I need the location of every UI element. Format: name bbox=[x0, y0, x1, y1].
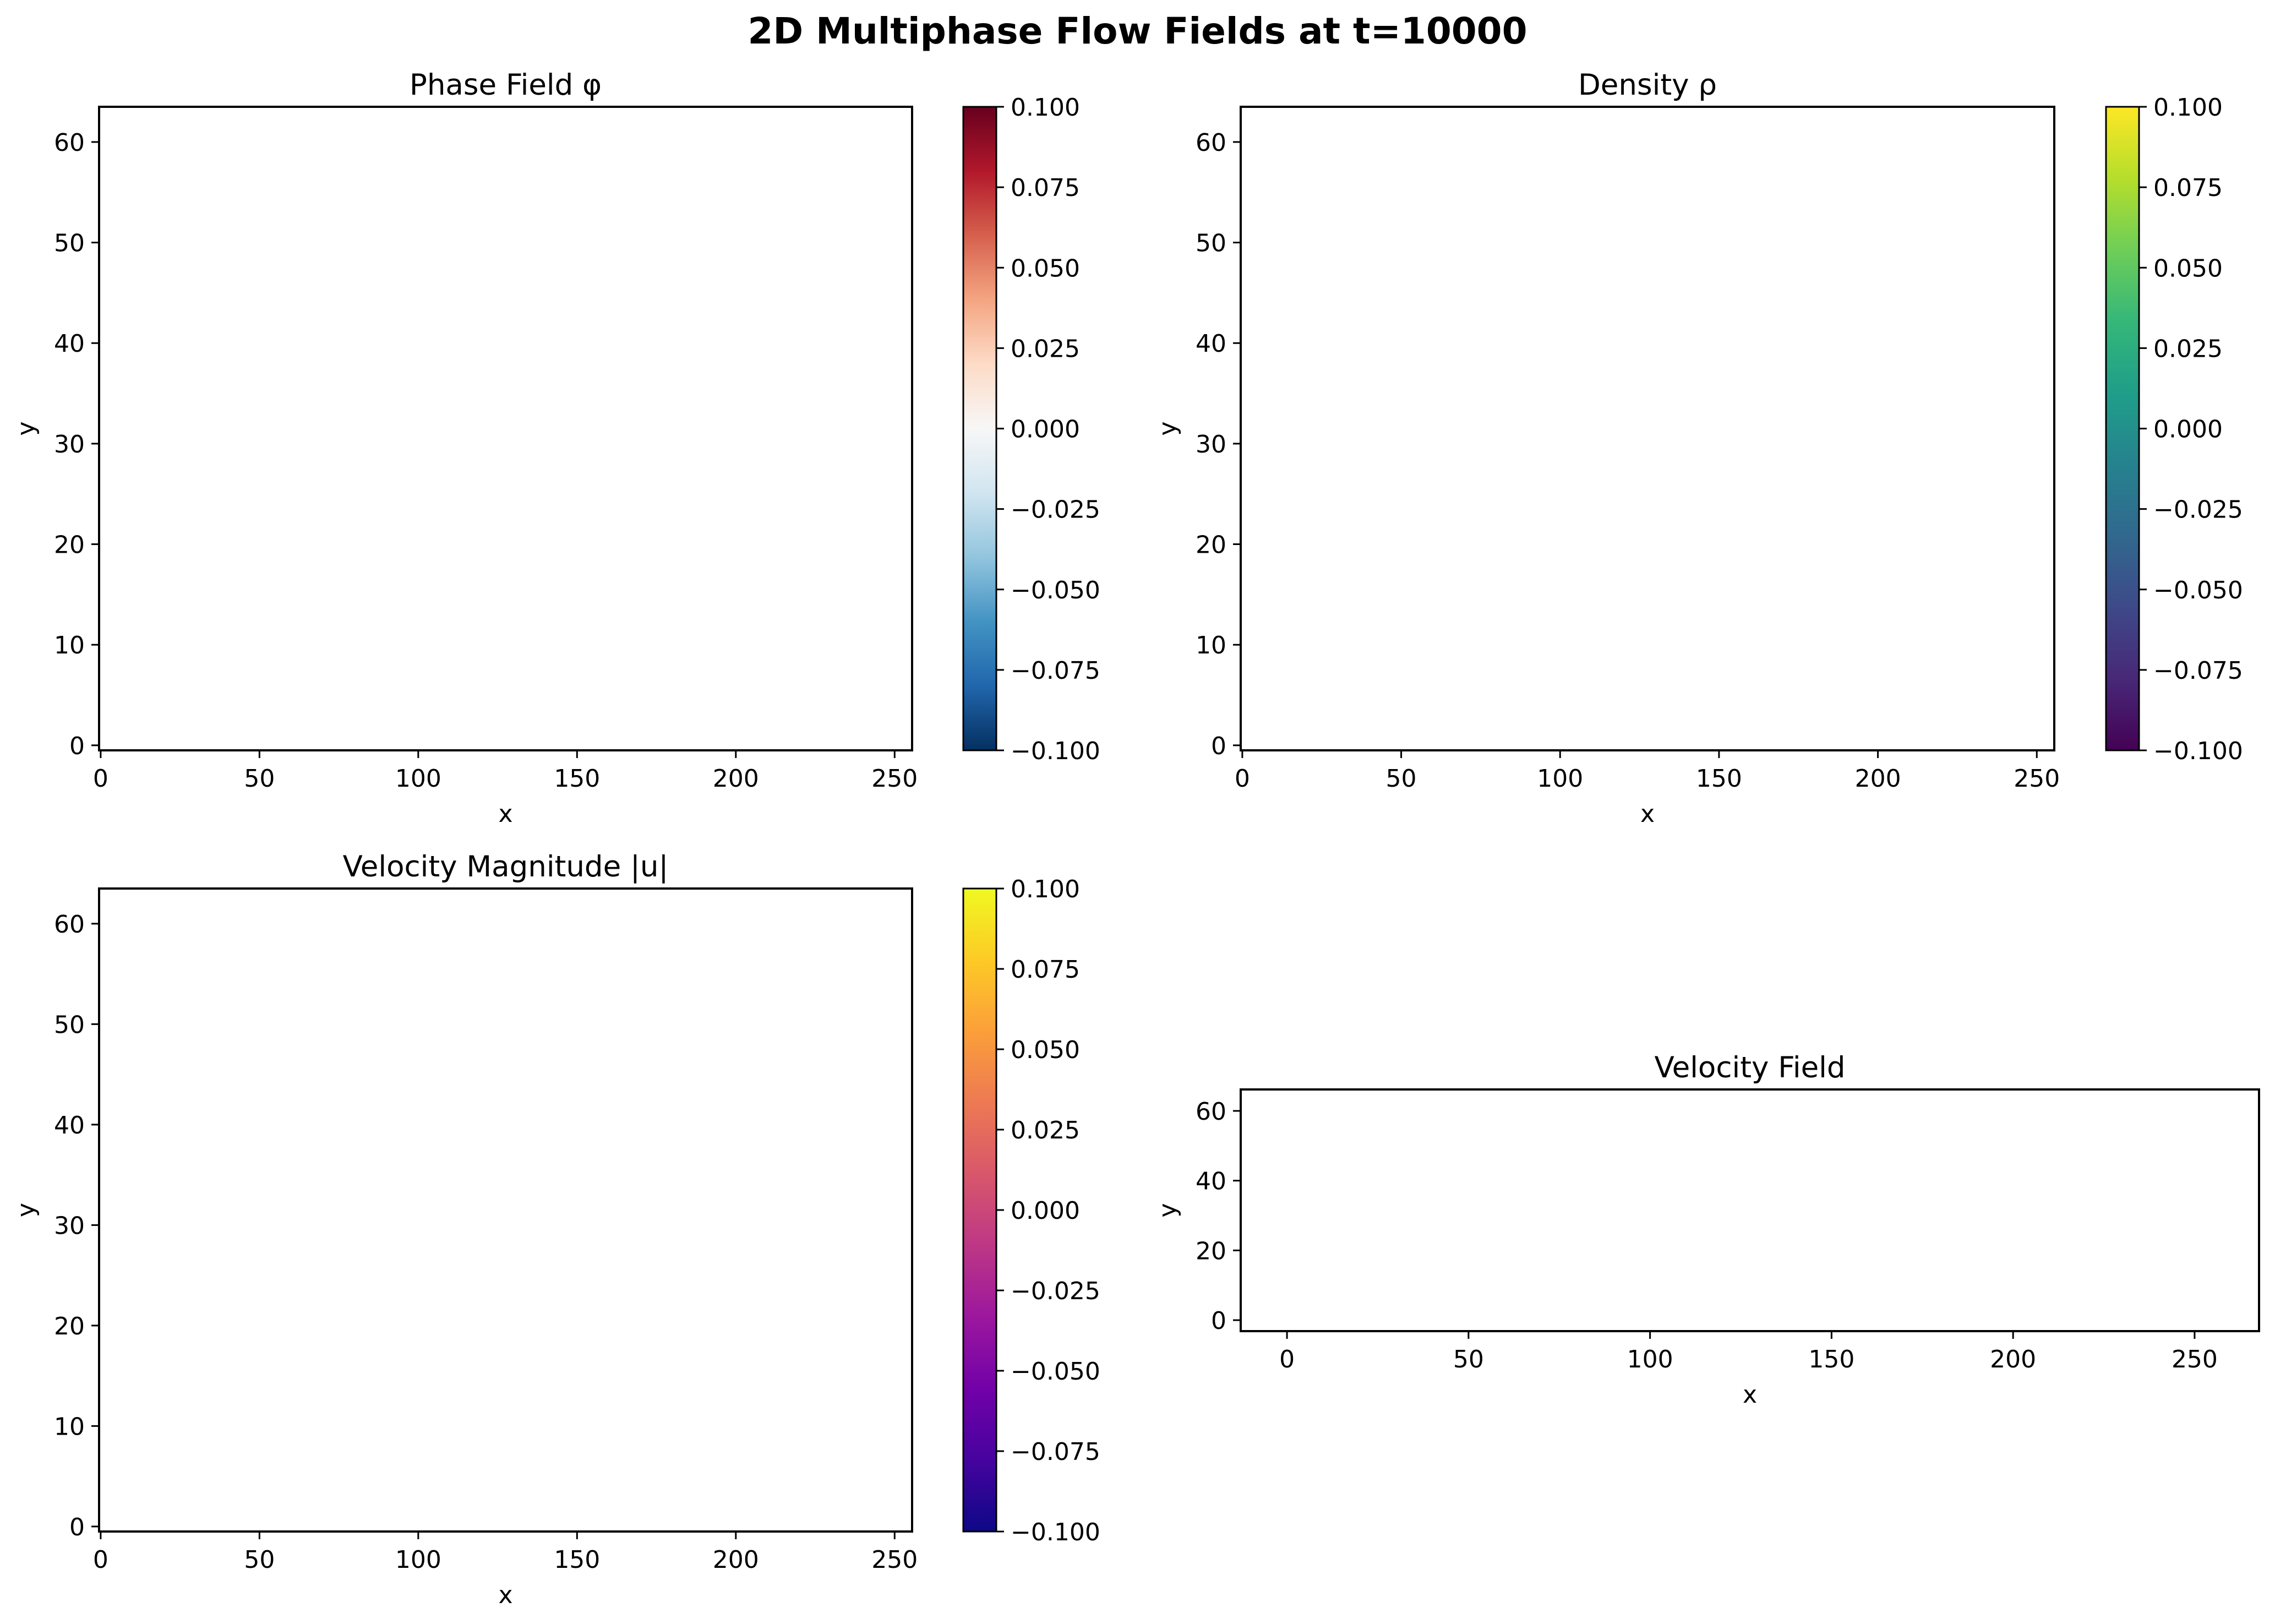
panel-1-colorbar-tick-label: 0.050 bbox=[1011, 254, 1080, 282]
panel-3-colorbar-tick-label: −0.050 bbox=[1011, 1358, 1100, 1386]
panel-2-colorbar bbox=[2105, 106, 2140, 751]
panel-3-colorbar-tick-label: 0.000 bbox=[1011, 1197, 1080, 1225]
panel-1-colorbar bbox=[962, 106, 997, 751]
panel-1-y-tick-label: 60 bbox=[54, 129, 85, 157]
panel-2-colorbar-tick-label: 0.000 bbox=[2153, 416, 2223, 444]
panel-2-colorbar-tick-label: −0.025 bbox=[2153, 496, 2243, 524]
panel-3-y-axis-label: y bbox=[12, 1203, 40, 1217]
panel-3-x-tick-label: 200 bbox=[713, 1546, 759, 1574]
panel-4-x-tick-label: 0 bbox=[1279, 1345, 1295, 1374]
panel-4-x-axis-label: x bbox=[1743, 1381, 1757, 1409]
panel-4-y-tick-label: 60 bbox=[1196, 1098, 1226, 1126]
panel-1-x-tick-label: 0 bbox=[93, 765, 108, 793]
panel-3-colorbar-tick-label: −0.025 bbox=[1011, 1277, 1100, 1305]
panel-2-x-tick-label: 250 bbox=[2014, 765, 2060, 793]
panel-3-colorbar-tick-label: 0.050 bbox=[1011, 1036, 1080, 1064]
panel-1-y-tick-label: 10 bbox=[54, 631, 85, 660]
panel-2-y-tick-label: 30 bbox=[1196, 430, 1226, 459]
panel-1-colorbar-tick-label: −0.100 bbox=[1011, 737, 1100, 765]
panel-2-y-tick-label: 10 bbox=[1196, 631, 1226, 660]
panel-1-x-tick-label: 200 bbox=[713, 765, 759, 793]
panel-1-colorbar-tick-label: −0.050 bbox=[1011, 576, 1100, 604]
panel-1-y-tick-label: 20 bbox=[54, 531, 85, 559]
panel-1-y-tick-label: 0 bbox=[69, 732, 85, 760]
panel-4-x-tick-label: 250 bbox=[2172, 1345, 2218, 1374]
panel-1-x-axis-label: x bbox=[498, 800, 512, 828]
panel-2-colorbar-tick-label: 0.025 bbox=[2153, 335, 2223, 363]
panel-2-x-tick-label: 50 bbox=[1386, 765, 1417, 793]
panel-4-y-tick-label: 0 bbox=[1211, 1307, 1226, 1335]
panel-2-title: Density ρ bbox=[1578, 68, 1717, 102]
panel-2-y-tick-label: 50 bbox=[1196, 230, 1226, 258]
panel-4-plot-frame bbox=[1240, 1088, 2260, 1332]
panel-3-x-tick-label: 100 bbox=[395, 1546, 441, 1574]
panel-2-colorbar-tick-label: −0.050 bbox=[2153, 576, 2243, 604]
panel-4-x-tick-label: 150 bbox=[1808, 1345, 1854, 1374]
panel-4-x-tick-label: 100 bbox=[1627, 1345, 1673, 1374]
panel-2-y-axis-label: y bbox=[1154, 421, 1182, 435]
panel-2-x-tick-label: 0 bbox=[1235, 765, 1250, 793]
panel-1-colorbar-tick-label: −0.075 bbox=[1011, 657, 1100, 685]
panel-1-colorbar-tick-label: 0.025 bbox=[1011, 335, 1080, 363]
panel-2-y-tick-label: 60 bbox=[1196, 129, 1226, 157]
panel-4-y-axis-label: y bbox=[1154, 1203, 1182, 1217]
panel-2-x-tick-label: 150 bbox=[1696, 765, 1742, 793]
panel-1-y-axis-label: y bbox=[12, 421, 40, 435]
panel-4-x-tick-label: 200 bbox=[1990, 1345, 2036, 1374]
panel-3-x-tick-label: 150 bbox=[554, 1546, 600, 1574]
panel-1-x-tick-label: 100 bbox=[395, 765, 441, 793]
panel-1-colorbar-tick-label: −0.025 bbox=[1011, 496, 1100, 524]
panel-4-title: Velocity Field bbox=[1654, 1051, 1845, 1085]
panel-3-colorbar-tick-label: 0.075 bbox=[1011, 956, 1080, 984]
panel-3-y-tick-label: 30 bbox=[54, 1212, 85, 1240]
panel-3-colorbar-tick-label: −0.075 bbox=[1011, 1438, 1100, 1466]
panel-2-colorbar-tick-label: 0.100 bbox=[2153, 94, 2223, 122]
panel-1-colorbar-tick-label: 0.100 bbox=[1011, 94, 1080, 122]
panel-2-colorbar-tick-label: −0.100 bbox=[2153, 737, 2243, 765]
panel-2-y-tick-label: 0 bbox=[1211, 732, 1226, 760]
panel-4-y-tick-label: 20 bbox=[1196, 1237, 1226, 1265]
panel-3-plot-frame bbox=[98, 887, 913, 1533]
panel-3-title: Velocity Magnitude |u| bbox=[343, 850, 669, 884]
panel-3-colorbar-tick-label: −0.100 bbox=[1011, 1518, 1100, 1546]
panel-3-colorbar bbox=[962, 887, 997, 1533]
panel-2-x-axis-label: x bbox=[1640, 800, 1655, 828]
panel-3-x-axis-label: x bbox=[498, 1581, 512, 1609]
panel-1-colorbar-tick-label: 0.000 bbox=[1011, 416, 1080, 444]
figure-title: 2D Multiphase Flow Fields at t=10000 bbox=[748, 10, 1527, 52]
panel-1-plot-frame bbox=[98, 106, 913, 751]
panel-3-x-tick-label: 250 bbox=[871, 1546, 918, 1574]
panel-1-y-tick-label: 40 bbox=[54, 330, 85, 358]
panel-3-x-tick-label: 0 bbox=[93, 1546, 108, 1574]
panel-4-x-tick-label: 50 bbox=[1453, 1345, 1484, 1374]
panel-2-colorbar-tick-label: 0.050 bbox=[2153, 254, 2223, 282]
panel-2-colorbar-tick-label: 0.075 bbox=[2153, 174, 2223, 202]
panel-3-y-tick-label: 50 bbox=[54, 1011, 85, 1039]
panel-2-x-tick-label: 100 bbox=[1537, 765, 1583, 793]
panel-3-y-tick-label: 10 bbox=[54, 1413, 85, 1441]
panel-1-colorbar-tick-label: 0.075 bbox=[1011, 174, 1080, 202]
panel-1-y-tick-label: 50 bbox=[54, 230, 85, 258]
panel-2-plot-frame bbox=[1240, 106, 2055, 751]
panel-3-y-tick-label: 40 bbox=[54, 1111, 85, 1140]
panel-1-title: Phase Field φ bbox=[410, 68, 602, 102]
panel-3-y-tick-label: 0 bbox=[69, 1513, 85, 1541]
panel-3-colorbar-tick-label: 0.025 bbox=[1011, 1116, 1080, 1145]
panel-2-y-tick-label: 40 bbox=[1196, 330, 1226, 358]
panel-4-y-tick-label: 40 bbox=[1196, 1168, 1226, 1196]
panel-3-x-tick-label: 50 bbox=[244, 1546, 275, 1574]
panel-2-x-tick-label: 200 bbox=[1855, 765, 1901, 793]
panel-2-colorbar-tick-label: −0.075 bbox=[2153, 657, 2243, 685]
panel-1-x-tick-label: 50 bbox=[244, 765, 275, 793]
panel-3-y-tick-label: 60 bbox=[54, 911, 85, 939]
panel-1-x-tick-label: 250 bbox=[871, 765, 918, 793]
panel-1-y-tick-label: 30 bbox=[54, 430, 85, 459]
panel-2-y-tick-label: 20 bbox=[1196, 531, 1226, 559]
panel-3-y-tick-label: 20 bbox=[54, 1312, 85, 1340]
panel-3-colorbar-tick-label: 0.100 bbox=[1011, 875, 1080, 903]
panel-1-x-tick-label: 150 bbox=[554, 765, 600, 793]
